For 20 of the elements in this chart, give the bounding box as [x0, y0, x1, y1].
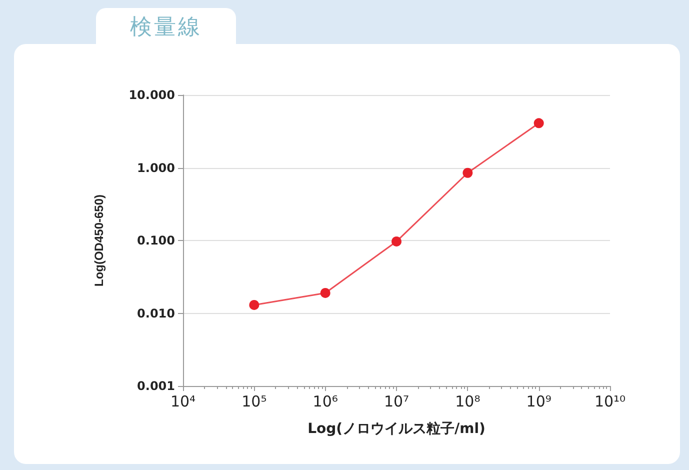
y-tick-label: 1.000: [137, 160, 175, 175]
y-tick-label: 0.001: [137, 379, 175, 393]
x-tick-label: 10⁵: [242, 392, 267, 410]
x-tick-label: 10¹⁰: [594, 392, 626, 410]
y-tick-label: 0.010: [137, 306, 175, 320]
y-tick-label: 0.100: [137, 234, 175, 248]
y-axis-title: Log(OD450-650): [92, 194, 106, 287]
x-tick-label: 10⁷: [384, 392, 410, 410]
y-tick-label: 10.000: [128, 88, 175, 102]
point: [462, 168, 473, 178]
x-tick-label: 10⁸: [455, 392, 480, 410]
point: [320, 288, 330, 298]
point: [534, 118, 544, 128]
x-tick-label: 10⁴: [170, 392, 196, 410]
x-tick-label: 10⁶: [312, 392, 338, 410]
x-axis-title: Log(ノロウイルス粒子/ml): [308, 421, 486, 437]
chart-title: 検量線: [96, 8, 236, 48]
point: [392, 236, 402, 246]
x-tick-label: 10⁹: [526, 392, 552, 410]
point: [249, 300, 260, 310]
